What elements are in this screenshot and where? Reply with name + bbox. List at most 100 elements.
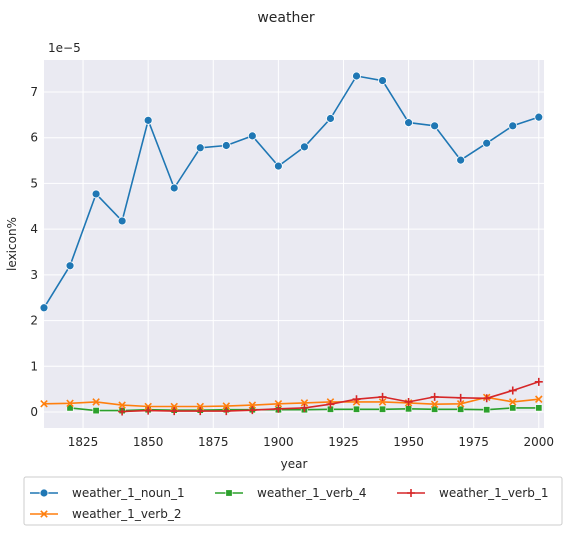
x-axis-label: year — [281, 457, 308, 471]
legend-marker — [407, 489, 415, 497]
legend-label: weather_1_noun_1 — [72, 486, 185, 500]
data-point — [482, 138, 492, 148]
data-point — [222, 402, 231, 410]
data-point — [144, 402, 152, 411]
data-point — [326, 400, 335, 409]
data-point — [430, 400, 439, 408]
data-point — [274, 404, 283, 413]
legend-label: weather_1_verb_4 — [257, 486, 366, 500]
data-point — [196, 402, 205, 411]
x-tick-label: 2000 — [524, 435, 555, 449]
data-point — [456, 155, 466, 165]
data-point — [248, 401, 257, 409]
data-point — [405, 405, 413, 413]
data-point — [483, 406, 491, 414]
x-tick-label: 1825 — [68, 435, 99, 449]
legend-item: weather_1_verb_2 — [30, 507, 181, 521]
data-point — [352, 395, 361, 404]
legend-item: weather_1_verb_1 — [397, 486, 548, 500]
y-tick-label: 3 — [30, 268, 38, 282]
data-point — [92, 398, 100, 406]
legend-label: weather_1_verb_2 — [72, 507, 181, 521]
data-point — [117, 216, 127, 226]
data-point — [352, 405, 360, 413]
data-point — [430, 121, 440, 131]
data-point — [404, 118, 413, 128]
data-point — [456, 400, 465, 408]
data-point — [482, 394, 491, 403]
data-point — [378, 392, 387, 401]
y-tick-label: 2 — [30, 314, 38, 328]
data-point — [404, 397, 413, 406]
data-point — [379, 405, 387, 413]
data-point — [91, 189, 101, 199]
data-point — [430, 392, 439, 401]
data-point — [274, 400, 283, 408]
plot-area — [44, 60, 544, 428]
x-tick-label: 1900 — [263, 435, 294, 449]
data-point — [222, 407, 231, 416]
data-point — [508, 121, 518, 131]
data-point — [326, 114, 335, 123]
data-point — [535, 404, 543, 412]
data-point — [92, 407, 100, 415]
tick-labels: 1825 1850 1875 1900 1925 1950 1975 2000 0 1 2 3 4 5 6 7 — [30, 85, 554, 449]
x-tick-label: 1875 — [198, 435, 229, 449]
data-point — [65, 261, 75, 271]
data-point — [378, 76, 387, 85]
series-weather_1_verb_1 — [118, 377, 543, 416]
x-tick-label: 1925 — [328, 435, 359, 449]
data-point — [535, 395, 543, 403]
data-point — [196, 407, 205, 416]
data-point — [300, 403, 309, 412]
y-offset-label: 1e−5 — [48, 41, 81, 55]
y-tick-label: 1 — [30, 359, 38, 373]
data-point — [457, 405, 465, 413]
data-point — [143, 115, 153, 125]
legend: weather_1_noun_1 weather_1_verb_2 weather_… — [23, 476, 563, 526]
y-axis-label: lexicon% — [5, 217, 19, 271]
data-point — [118, 407, 127, 416]
data-point — [508, 386, 517, 395]
data-point — [534, 112, 544, 122]
data-point — [144, 406, 153, 415]
data-point — [273, 161, 283, 171]
series-group — [39, 71, 544, 416]
data-point — [509, 404, 517, 412]
y-tick-label: 4 — [30, 222, 38, 236]
data-point — [118, 401, 126, 409]
series-line — [43, 396, 539, 408]
y-tick-label: 0 — [30, 405, 38, 419]
series-weather_1_noun_1 — [39, 71, 544, 313]
data-point — [66, 399, 74, 408]
legend-marker — [225, 489, 233, 497]
data-point — [39, 303, 49, 313]
chart-title: weather — [257, 10, 315, 26]
y-tick-label: 5 — [30, 176, 38, 190]
y-tick-label: 7 — [30, 85, 38, 99]
x-tick-label: 1950 — [393, 435, 424, 449]
data-point — [195, 143, 205, 153]
data-point — [248, 406, 257, 415]
series-line — [43, 75, 540, 309]
data-point — [300, 399, 309, 407]
data-point — [40, 400, 48, 408]
data-point — [378, 398, 387, 406]
data-point — [247, 131, 257, 141]
data-point — [431, 405, 439, 413]
y-tick-label: 6 — [30, 131, 38, 145]
data-point — [169, 183, 179, 193]
data-point — [66, 404, 74, 412]
legend-item: weather_1_noun_1 — [30, 486, 185, 500]
legend-marker — [39, 488, 49, 498]
data-point — [456, 393, 465, 402]
data-point — [352, 71, 361, 81]
legend-marker — [40, 510, 48, 518]
legend-label: weather_1_verb_1 — [439, 486, 548, 500]
legend-box — [23, 476, 563, 526]
data-point — [170, 402, 178, 411]
x-tick-label: 1975 — [458, 435, 489, 449]
data-point — [170, 407, 179, 416]
legend-item: weather_1_verb_4 — [215, 486, 366, 500]
